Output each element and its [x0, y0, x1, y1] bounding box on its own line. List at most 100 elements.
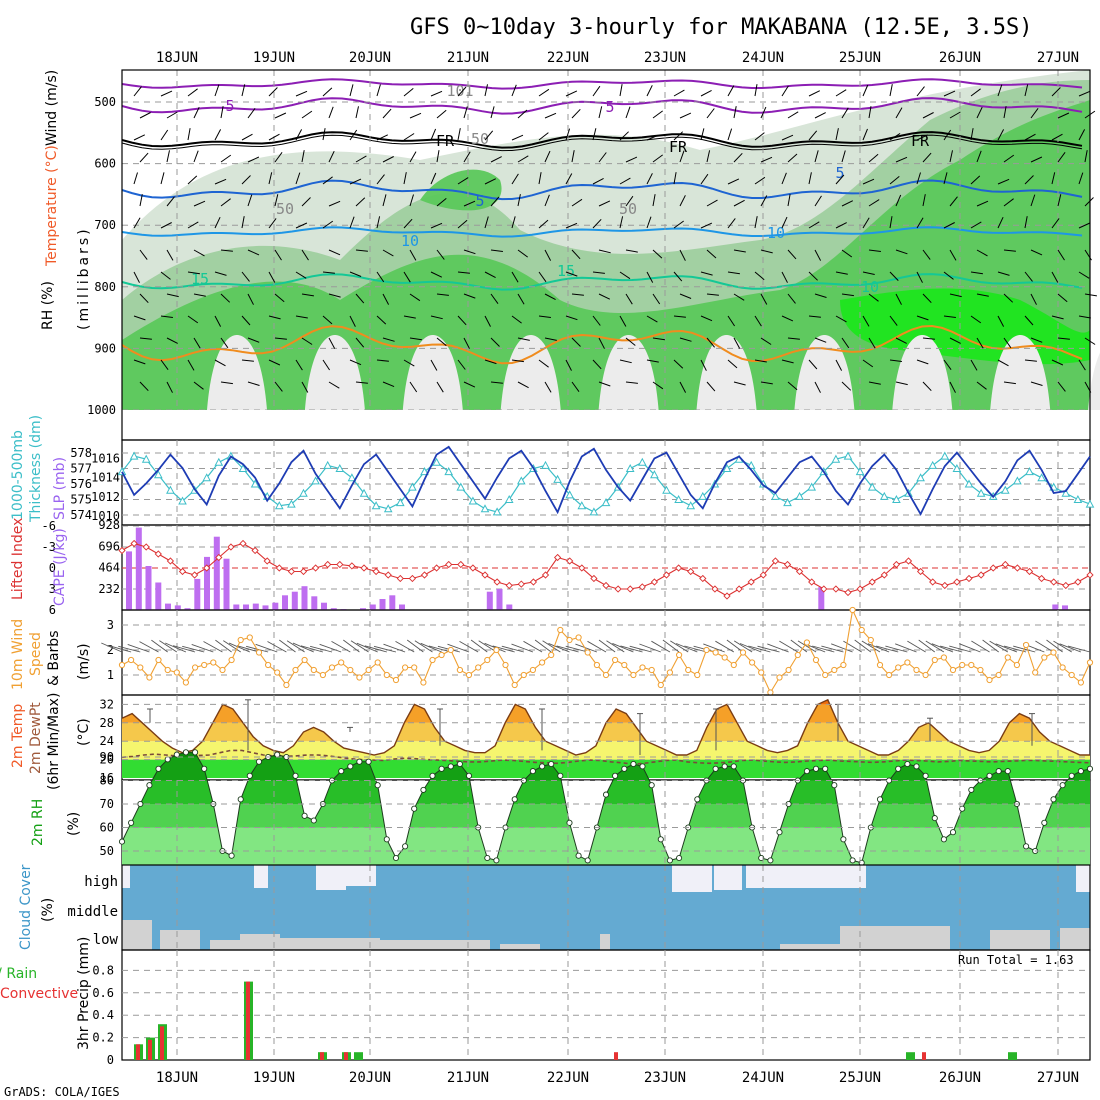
wind-barb	[808, 315, 821, 318]
wind-barb	[976, 337, 984, 349]
wind-barb	[511, 173, 519, 185]
wind-barb	[1024, 271, 1033, 282]
precip-convective-bar	[160, 1026, 164, 1060]
wind-barb	[241, 315, 251, 326]
wind-barb	[1057, 194, 1062, 207]
thickness-point	[541, 460, 550, 469]
wind-barb	[565, 222, 578, 229]
ylabel-precip: 3hr Precip (mm)	[76, 937, 92, 1050]
li-point	[1086, 571, 1094, 579]
wind-barb	[490, 106, 495, 119]
wind-barb	[139, 152, 149, 163]
high-cloud-gap	[806, 865, 866, 888]
rh-point	[201, 765, 208, 772]
wind-barb	[328, 293, 341, 298]
wind-barb	[706, 150, 711, 163]
precip-convective-bar	[614, 1052, 618, 1060]
wind-speed-point	[621, 661, 628, 669]
ylabel-millibars: (millibars)	[76, 226, 92, 330]
thickness-tick: 576	[70, 477, 92, 491]
wind-barb	[406, 639, 424, 653]
wind-barb	[885, 645, 908, 653]
rh-point	[301, 812, 308, 819]
wind-barb	[868, 199, 880, 207]
wind-barb	[1003, 106, 1007, 119]
cape-bar	[194, 578, 201, 610]
li-point	[517, 580, 525, 588]
thickness-point	[807, 482, 817, 491]
li-point	[977, 571, 985, 579]
wind-barb	[976, 150, 982, 163]
wind-barb	[382, 249, 394, 257]
wind-barb	[159, 640, 178, 653]
wind-barb	[625, 381, 638, 384]
wind-barb	[349, 359, 362, 366]
contour-label: 50	[276, 200, 294, 218]
wind-barb	[916, 315, 929, 321]
li-point	[578, 564, 586, 572]
wind-speed-point	[803, 639, 811, 646]
wind-barb	[976, 249, 988, 257]
thickness-point	[686, 501, 696, 510]
rh-point	[895, 765, 902, 772]
ylabel-thickness-a: 1000-500mb	[10, 430, 26, 520]
wind-barb	[309, 645, 333, 653]
wind-barb	[268, 359, 281, 366]
wind-barb	[376, 315, 387, 325]
wind-barb	[684, 645, 707, 653]
li-point	[674, 564, 683, 572]
wind-barb	[430, 271, 443, 278]
wind-barb	[139, 194, 143, 207]
wind-speed-point	[867, 636, 874, 644]
wind-barb	[565, 271, 578, 277]
wind-barb	[430, 128, 437, 141]
cape-bar	[311, 596, 318, 610]
contour-label: 50	[619, 200, 637, 218]
wind-tick: 1	[107, 668, 114, 682]
temp-tick: 24	[100, 734, 114, 748]
wind-barb	[787, 111, 799, 119]
wind-speed-point	[959, 661, 966, 669]
rh-point	[812, 765, 820, 772]
wind-barb	[808, 271, 818, 281]
wind-barb	[436, 198, 447, 207]
rh-point	[949, 829, 957, 836]
rh-point	[155, 765, 162, 772]
rh-contour-fill	[122, 100, 1090, 410]
wind-barb	[620, 645, 643, 653]
li-point	[227, 543, 235, 551]
wind-barb	[754, 315, 762, 327]
wind-barb	[403, 271, 411, 283]
wind-barb	[808, 172, 812, 185]
wind-barb	[571, 337, 581, 347]
contour-label: 10	[767, 224, 785, 242]
cape-bar	[1052, 604, 1059, 610]
wind-barb	[949, 111, 961, 119]
wind-barb	[652, 194, 656, 207]
thickness-point	[516, 476, 526, 485]
rh-point	[365, 758, 372, 765]
wind-barb	[949, 645, 972, 653]
wind-speed-point	[812, 656, 820, 664]
cape-bar	[389, 595, 396, 610]
ylabel-cloud-units: (%)	[40, 898, 56, 922]
top-date-label: 24JUN	[742, 50, 784, 66]
li-point	[711, 585, 719, 593]
wind-barb	[748, 645, 771, 653]
thickness-tick: 578	[70, 446, 92, 460]
wind-barb	[274, 152, 283, 163]
wind-barb	[625, 195, 634, 207]
li-point	[190, 571, 199, 579]
thickness-point	[117, 467, 127, 476]
wind-barb	[166, 293, 179, 298]
wind-barb	[1051, 359, 1064, 366]
wind-speed-point	[922, 671, 929, 679]
low-cloud-block	[1060, 928, 1090, 950]
wind-barb	[931, 643, 954, 653]
contour-label: 101	[446, 82, 473, 100]
wind-speed-point	[767, 689, 774, 696]
wind-barb	[1059, 643, 1082, 653]
thickness-tick: 575	[70, 493, 92, 507]
wind-barb	[727, 359, 738, 369]
ylabel-thickness-b: Thickness (dm)	[28, 415, 44, 523]
